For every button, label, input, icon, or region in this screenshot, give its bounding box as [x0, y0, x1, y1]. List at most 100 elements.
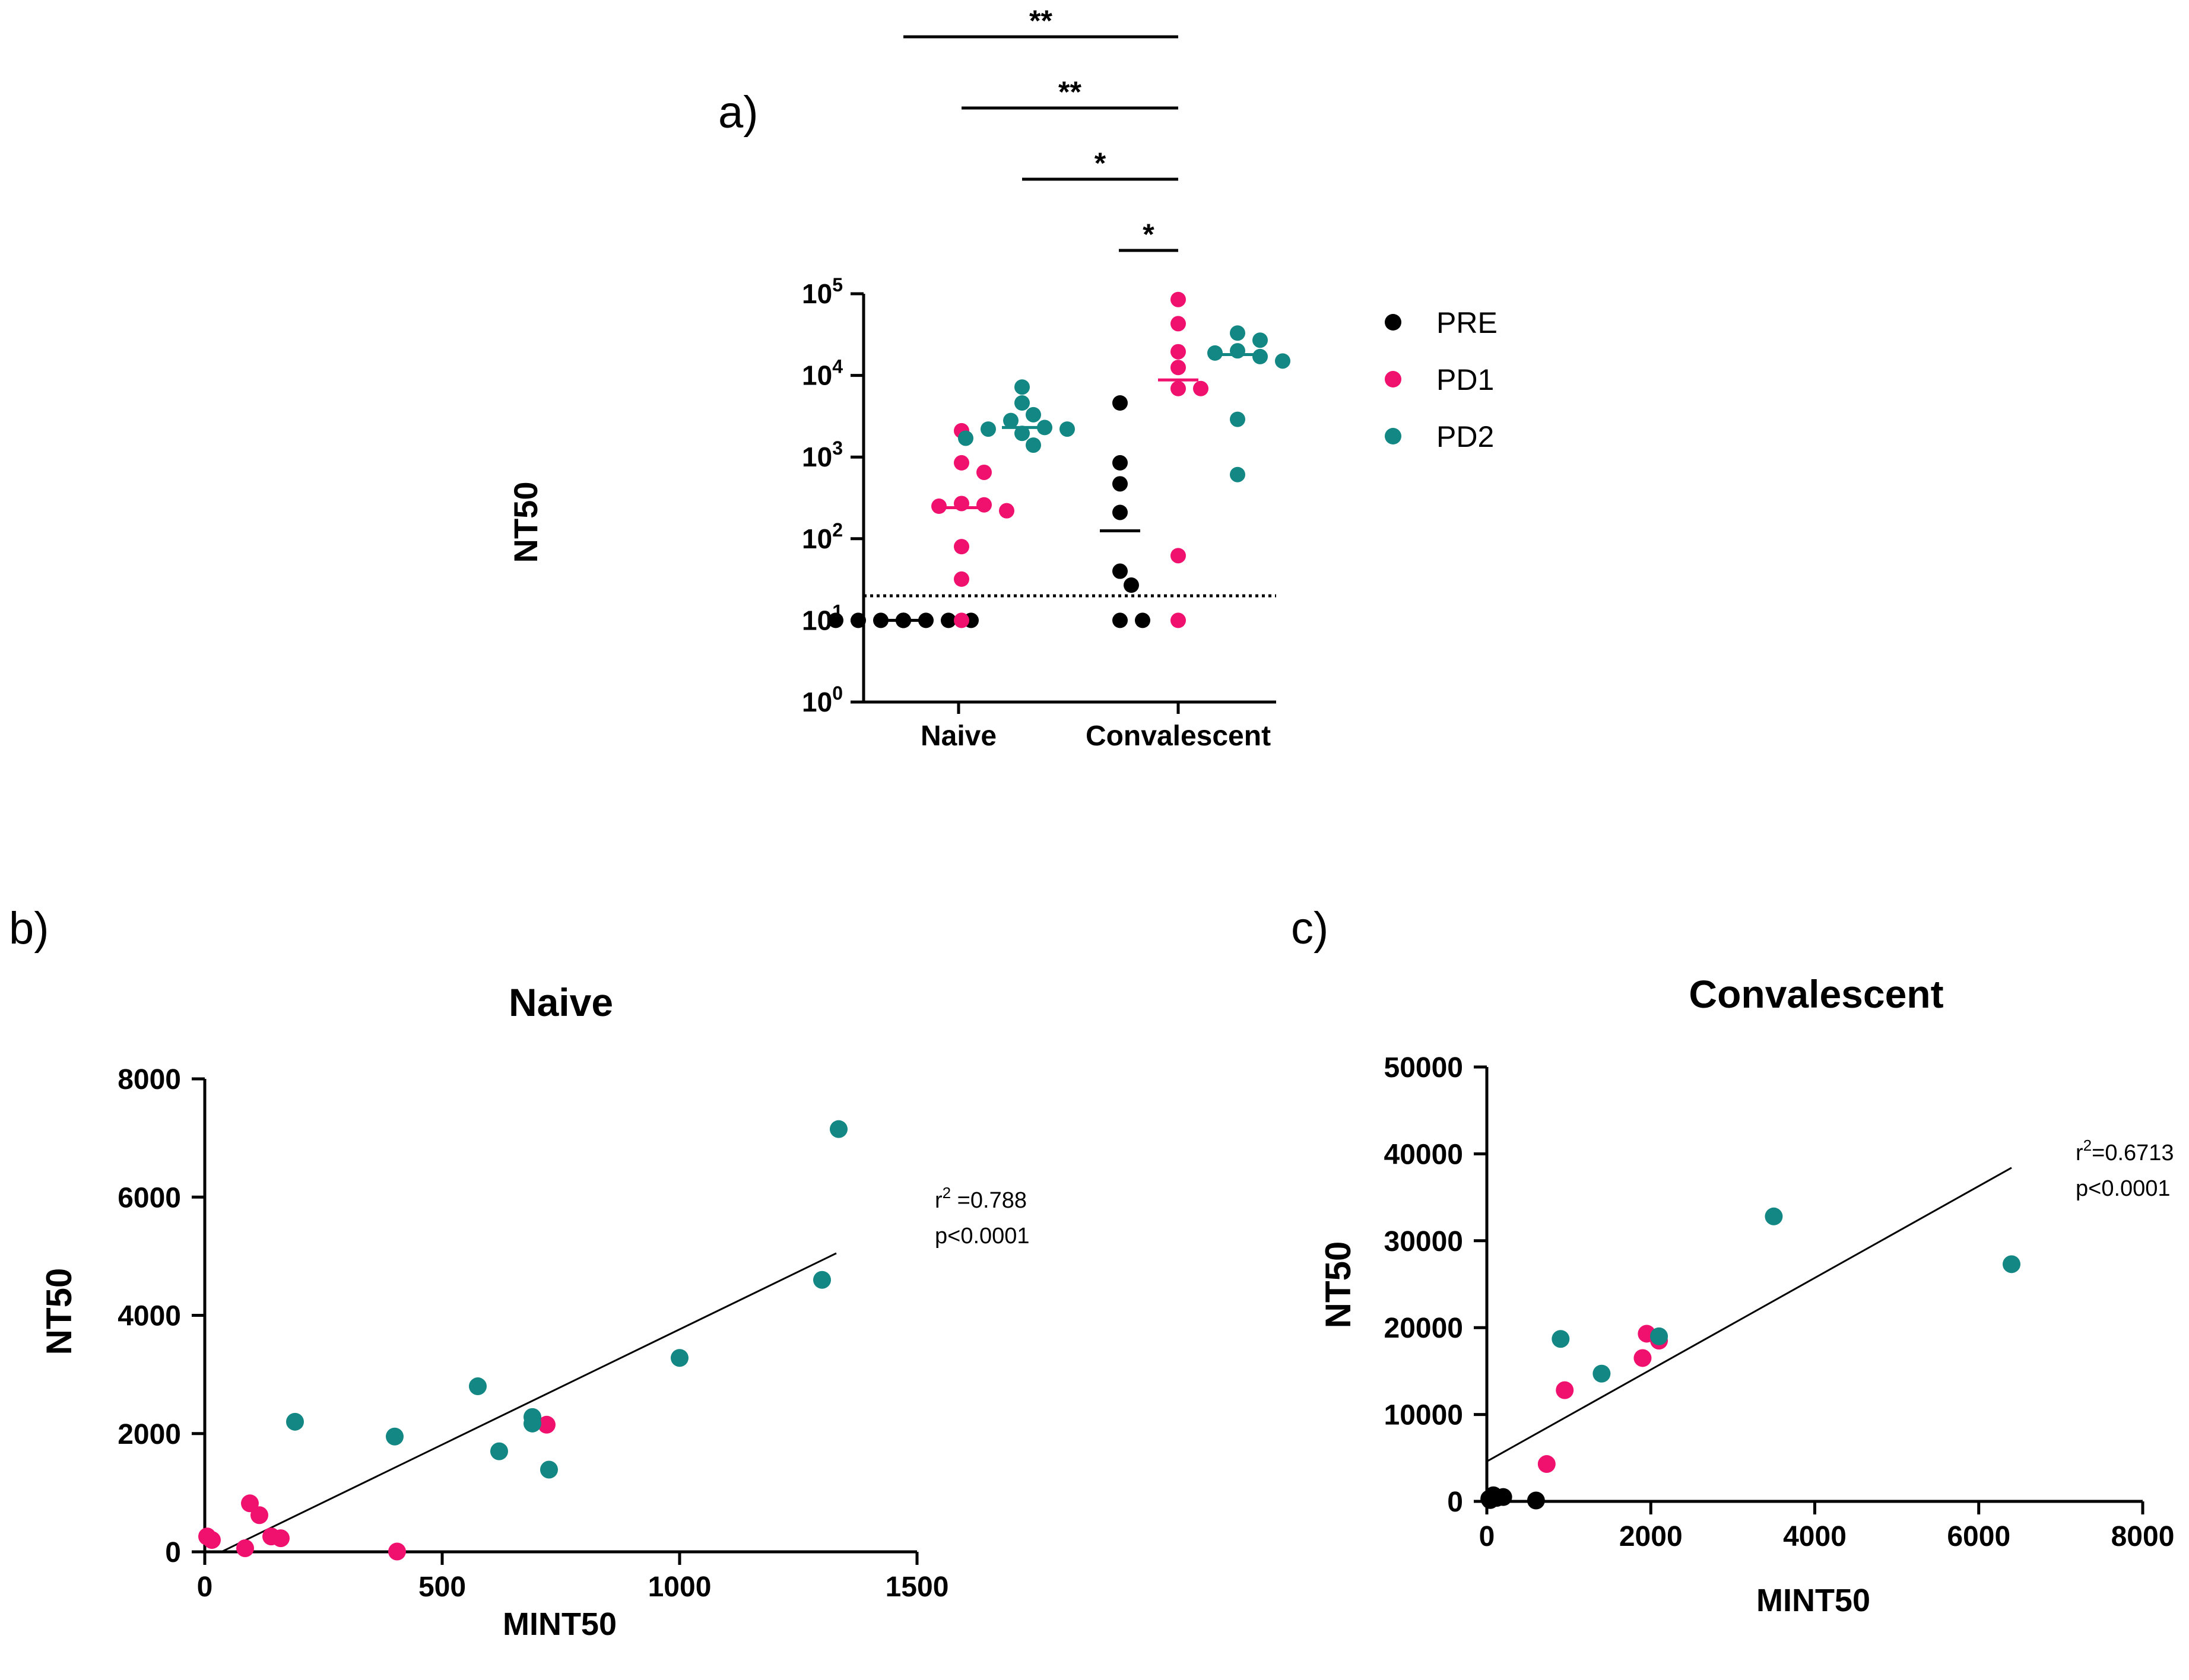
- panel-a-y-axis-label: NT50: [507, 482, 544, 563]
- panel-c-x-tick-label: 4000: [1783, 1521, 1847, 1552]
- panel-a-point-pd2: [1014, 395, 1030, 411]
- legend-marker-pd2: [1385, 428, 1401, 444]
- panel-a-point-pd1: [1170, 548, 1186, 564]
- panel-b-ticks: 0 500 1000 1500 0 2000 4000 6000 8000: [118, 1064, 948, 1603]
- panel-b-x-tick-label: 500: [418, 1571, 466, 1603]
- panel-b-point-pd1: [250, 1506, 268, 1525]
- panel-a-point-pd1: [999, 503, 1014, 519]
- panel-a-point-pre: [1112, 476, 1128, 492]
- panel-b-r-prefix: r: [935, 1188, 943, 1213]
- panel-b-point-pd2: [540, 1460, 558, 1479]
- svg-text:r2 =0.788: r2 =0.788: [935, 1184, 1027, 1213]
- panel-a-x-categories: Naive Convalescent: [921, 702, 1271, 752]
- panel-c-p-value: p<0.0001: [2076, 1176, 2171, 1201]
- panel-c-x-tick-label: 8000: [2111, 1521, 2175, 1552]
- panel-c-y-tick-label: 30000: [1384, 1226, 1463, 1257]
- panel-b-point-pd2: [490, 1442, 508, 1460]
- panel-c-point-pd2: [1765, 1207, 1783, 1225]
- panel-b-x-tick-label: 1500: [886, 1571, 949, 1603]
- panel-a-y-tick-label: 100: [802, 682, 843, 717]
- panel-a-point-pre: [1112, 563, 1128, 579]
- legend-label-pd2: PD2: [1436, 420, 1494, 453]
- panel-c-r-prefix: r: [2076, 1141, 2083, 1165]
- panel-a-data-points: [828, 291, 1290, 628]
- panel-a-point-pd2: [1207, 345, 1223, 361]
- panel-a-point-pd1: [954, 455, 969, 471]
- panel-c-point-pd1: [1556, 1381, 1574, 1399]
- panel-a-category-label: Naive: [921, 720, 997, 752]
- panel-a-y-tick-label: 105: [802, 274, 843, 309]
- panel-a-point-pd1: [954, 539, 969, 555]
- panel-b-point-pd2: [469, 1377, 487, 1396]
- panel-a-y-tick-label: 104: [802, 356, 843, 391]
- legend-marker-pre: [1385, 314, 1401, 331]
- panel-c-label: c): [1291, 903, 1328, 954]
- panel-a-point-pre: [1112, 395, 1128, 411]
- panel-c-point-pd1: [1633, 1349, 1652, 1367]
- panel-b-axes: [203, 1079, 917, 1554]
- panel-a-point-pd2: [1252, 348, 1268, 364]
- svg-text:r2=0.6713: r2=0.6713: [2076, 1136, 2174, 1165]
- panel-a-point-pd1: [1170, 291, 1186, 307]
- panel-b-point-pd1: [203, 1531, 221, 1549]
- panel-b-point-pd1: [538, 1415, 556, 1434]
- panel-b-p-value: p<0.0001: [935, 1224, 1030, 1249]
- panel-b-y-tick-label: 8000: [118, 1064, 181, 1095]
- legend-label-pre: PRE: [1436, 306, 1498, 339]
- panel-c-chart: c) Convalescent MINT50 NT50 0 2000 4000 600…: [1291, 903, 2174, 1618]
- panel-a-point-pd2: [1230, 343, 1245, 359]
- panel-a-point-pd2: [1037, 420, 1052, 436]
- panel-b-r-value: =0.788: [951, 1188, 1027, 1213]
- panel-b-label: b): [9, 903, 49, 954]
- panel-a-point-pd1: [1170, 344, 1186, 360]
- panel-a-point-pd1: [1170, 380, 1186, 396]
- panel-a-point-pre: [941, 612, 956, 628]
- panel-a-point-pd2: [1230, 466, 1245, 482]
- panel-a-point-pd2: [1026, 437, 1041, 453]
- panel-b-point-pd2: [524, 1414, 541, 1433]
- panel-b-title: Naive: [509, 980, 613, 1024]
- panel-a-point-pd1: [1193, 380, 1208, 396]
- panel-a-point-pre: [873, 612, 889, 628]
- panel-a-point-pre: [828, 612, 843, 628]
- panel-a-significance-stars: **: [1029, 4, 1052, 37]
- panel-c-regression: [1486, 1167, 2012, 1462]
- legend-marker-pd1: [1385, 371, 1401, 388]
- panel-a-point-pd2: [1014, 425, 1030, 442]
- panel-b-x-tick-label: 0: [197, 1571, 213, 1603]
- panel-b-point-pd1: [236, 1539, 254, 1558]
- panel-a-point-pd2: [1252, 332, 1268, 348]
- panel-a-point-pd2: [1059, 421, 1075, 437]
- panel-a-label: a): [718, 87, 759, 138]
- panel-a-point-pre: [1112, 612, 1128, 628]
- panel-a-y-tick-label: 103: [802, 437, 843, 472]
- panel-a-point-pd1: [976, 497, 992, 513]
- panel-b-regression: [221, 1252, 837, 1553]
- panel-a-point-pre: [1124, 577, 1139, 593]
- panel-b-point-pd2: [671, 1349, 689, 1367]
- panel-c-point-pd2: [1592, 1364, 1611, 1383]
- panel-b-y-tick-label: 4000: [118, 1301, 181, 1332]
- panel-a-point-pd1: [1170, 360, 1186, 376]
- panel-c-y-tick-label: 40000: [1384, 1139, 1463, 1170]
- panel-c-point-pd2: [1650, 1327, 1668, 1345]
- panel-b-x-axis-label: MINT50: [503, 1606, 617, 1642]
- panel-a-point-pd1: [1170, 316, 1186, 332]
- panel-a-point-pd2: [1026, 406, 1041, 423]
- panel-c-data-points: [1480, 1207, 2020, 1510]
- panel-a-point-pd1: [954, 612, 969, 628]
- panel-a-legend: PRE PD1 PD2: [1385, 306, 1498, 453]
- panel-b-point-pd1: [388, 1542, 406, 1561]
- panel-b-y-axis-label: NT50: [39, 1268, 79, 1355]
- panel-b-regression-line: [221, 1252, 837, 1553]
- panel-b-point-pd2: [286, 1412, 304, 1431]
- panel-a-point-pre: [1112, 504, 1128, 520]
- panel-a-point-pd2: [1230, 411, 1245, 427]
- panel-a-point-pd1: [954, 571, 969, 587]
- panel-a-point-pd1: [976, 464, 992, 480]
- panel-c-point-pd1: [1537, 1455, 1556, 1473]
- panel-b-y-tick-label: 6000: [118, 1182, 181, 1214]
- legend-label-pd1: PD1: [1436, 363, 1494, 396]
